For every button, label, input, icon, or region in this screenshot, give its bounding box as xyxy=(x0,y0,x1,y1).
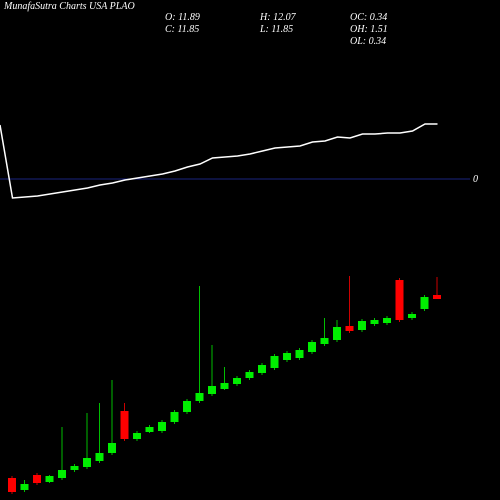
candle-body xyxy=(433,295,441,299)
candle-body xyxy=(170,412,179,422)
candle-body xyxy=(420,297,429,309)
chart-title: MunafaSutra Charts USA PLAO xyxy=(3,1,135,12)
stat: C: 11.85 xyxy=(165,24,199,35)
candle-body xyxy=(95,453,104,461)
candle-body xyxy=(120,411,129,439)
candle-body xyxy=(20,484,29,490)
stat-label: H: xyxy=(259,12,271,23)
candle-body xyxy=(245,372,254,378)
stat-label: OH: xyxy=(350,24,368,35)
candle-body xyxy=(283,353,291,360)
candle-body xyxy=(345,326,354,331)
stat-value: 0.34 xyxy=(370,12,388,23)
candle-body xyxy=(158,422,166,431)
y-tick-label: 0 xyxy=(473,174,478,185)
stat-label: C: xyxy=(165,24,175,35)
stat-value: 11.85 xyxy=(178,24,200,35)
candle-body xyxy=(133,433,141,439)
stat-value: 1.51 xyxy=(370,24,388,35)
candle-body xyxy=(58,470,66,478)
candle-body xyxy=(358,321,366,330)
stat-value: 11.89 xyxy=(178,12,200,23)
candle-body xyxy=(320,338,329,344)
indicator-line xyxy=(0,123,438,199)
stat: OC: 0.34 xyxy=(350,12,387,23)
candle-body xyxy=(145,427,154,432)
stat: OL: 0.34 xyxy=(350,36,386,47)
stat: O: 11.89 xyxy=(165,12,200,23)
stat-label: OL: xyxy=(350,36,366,47)
candle-body xyxy=(183,401,191,412)
candle-body xyxy=(408,314,416,318)
candle-body xyxy=(258,365,266,373)
candle-body xyxy=(295,350,304,358)
candle-body xyxy=(108,443,116,453)
stat: L: 11.85 xyxy=(259,24,293,35)
stat: H: 12.07 xyxy=(259,12,297,23)
stat: OH: 1.51 xyxy=(350,24,388,35)
stat-value: 0.34 xyxy=(369,36,387,47)
candle-body xyxy=(8,478,16,492)
candle-body xyxy=(45,476,54,482)
candle-body xyxy=(233,378,241,384)
candle-body xyxy=(333,327,341,340)
candle-body xyxy=(33,475,41,483)
stat-label: O: xyxy=(165,12,176,23)
candle-body xyxy=(270,356,279,368)
candle-body xyxy=(308,342,316,352)
candle-body xyxy=(195,393,204,401)
candle-body xyxy=(83,458,91,467)
candle-body xyxy=(70,466,79,470)
candle-body xyxy=(383,318,391,323)
stat-label: OC: xyxy=(350,12,367,23)
candle-body xyxy=(395,280,404,320)
stat-value: 11.85 xyxy=(271,24,293,35)
candle-body xyxy=(208,386,216,394)
stat-label: L: xyxy=(259,24,269,35)
stat-value: 12.07 xyxy=(273,12,297,23)
candle-body xyxy=(220,383,229,389)
candle-body xyxy=(370,320,379,324)
